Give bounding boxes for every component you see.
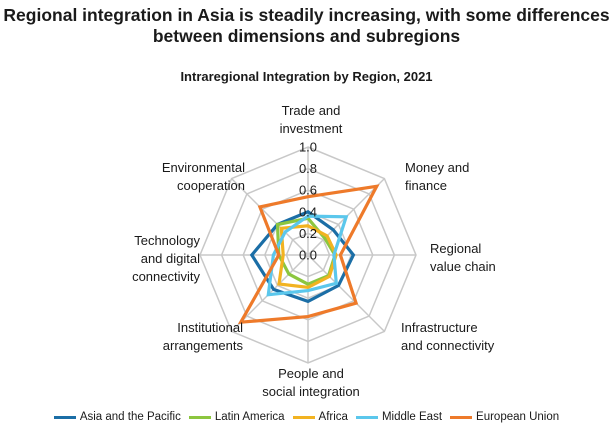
tick-label: 0.4 — [299, 204, 317, 219]
series-line — [266, 214, 349, 297]
radar-series — [237, 184, 380, 325]
series-line — [237, 184, 380, 325]
legend-label: Latin America — [214, 411, 285, 423]
tick-label: 0.6 — [299, 183, 317, 198]
headline-line-1: Regional integration in Asia is steadily… — [3, 5, 610, 25]
legend-swatch — [53, 415, 76, 419]
legend-label: European Union — [476, 411, 560, 423]
category-label: Environmental cooperation — [162, 160, 245, 193]
tick-label: 0.0 — [299, 248, 317, 263]
tick-label: 1.0 — [299, 140, 317, 155]
legend-label: Africa — [318, 411, 348, 423]
radar-chart: 0.0 0.2 0.4 0.6 0.8 1.0 Trade and investment Mo… — [132, 103, 496, 399]
chart-legend: Asia and the Pacific Latin America Africa M… — [0, 411, 613, 423]
legend-swatch — [450, 415, 473, 419]
legend-item: European Union — [450, 411, 559, 423]
page-headline: Regional integration in Asia is steadily… — [0, 5, 613, 47]
legend-swatch — [355, 415, 378, 419]
radar-grid — [199, 146, 417, 364]
legend-swatch — [188, 415, 211, 419]
series-line — [275, 216, 337, 286]
category-label: Money and finance — [405, 160, 469, 193]
category-label: Regional value chain — [430, 241, 496, 274]
chart-title: Intraregional Integration by Region, 202… — [180, 69, 433, 84]
headline-line-2: between dimensions and subregions — [152, 26, 461, 46]
category-label: Technology and digital connectivity — [132, 233, 200, 284]
category-labels: Trade and investment Money and finance Regio… — [132, 103, 496, 399]
legend-item: Africa — [292, 411, 348, 423]
legend-swatch — [292, 415, 315, 419]
legend-item: Latin America — [188, 411, 285, 423]
category-label: Trade and investment — [280, 103, 343, 136]
tick-label: 0.2 — [299, 226, 317, 241]
grid-spoke — [307, 254, 385, 332]
legend-item: Asia and the Pacific — [53, 411, 181, 423]
tick-label: 0.8 — [299, 161, 317, 176]
category-label: People and social integration — [262, 366, 360, 399]
legend-label: Middle East — [381, 411, 443, 423]
legend-label: Asia and the Pacific — [79, 411, 181, 423]
legend-item: Middle East — [355, 411, 443, 423]
grid-spoke — [231, 178, 309, 256]
category-label: Institutional arrangements — [163, 320, 244, 353]
category-label: Infrastructure and connectivity — [401, 320, 495, 353]
radial-tick-labels: 0.0 0.2 0.4 0.6 0.8 1.0 — [299, 140, 317, 263]
